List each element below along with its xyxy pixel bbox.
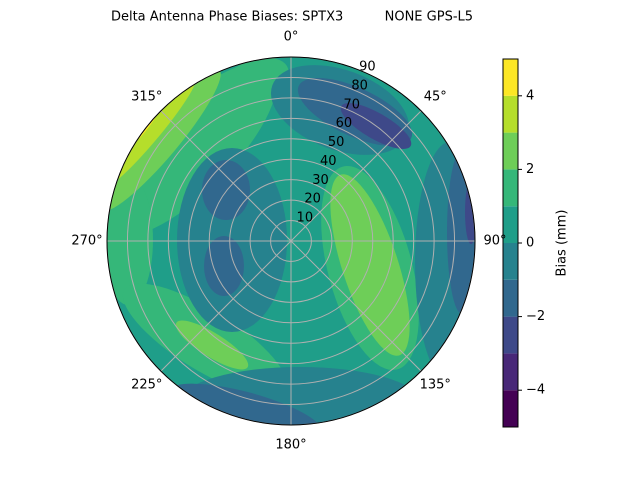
grid-spoke <box>290 110 422 242</box>
colorbar-tick-label: 2 <box>526 162 534 177</box>
r-tick-label: 40 <box>320 154 337 169</box>
contour-region <box>167 383 323 425</box>
colorbar-band <box>503 279 518 317</box>
contour-region <box>204 236 244 296</box>
colorbar: −4 −2 0 2 4 <box>502 58 545 428</box>
colorbar-band <box>503 353 518 391</box>
contour-region <box>107 63 277 237</box>
colorbar-band <box>503 132 518 170</box>
theta-tick-label: 225° <box>131 378 162 393</box>
r-tick-label: 20 <box>304 192 321 207</box>
colorbar-tick-label: −2 <box>526 309 545 324</box>
r-tick-label: 30 <box>312 173 329 188</box>
theta-tick-label: 0° <box>284 30 299 45</box>
theta-tick-label: 135° <box>420 378 451 393</box>
colorbar-band <box>503 390 518 427</box>
theta-tick-label: 270° <box>71 234 102 249</box>
r-tick-label: 60 <box>336 116 353 131</box>
colorbar-band <box>503 243 518 280</box>
colorbar-band <box>503 316 518 354</box>
contour-region <box>107 68 221 212</box>
theta-tick-label: 90° <box>483 234 506 249</box>
r-tick-label: 90 <box>359 60 376 75</box>
polar-frame <box>106 56 476 426</box>
colorbar-tick-label: 4 <box>526 88 534 103</box>
colorbar-band <box>503 95 518 133</box>
colorbar-tick-label: 0 <box>526 236 534 251</box>
contour-region <box>107 175 153 305</box>
colorbar-band <box>503 206 518 243</box>
r-tick-label: 50 <box>328 135 345 150</box>
polar-grid <box>106 56 476 426</box>
colorbar-band <box>503 169 518 207</box>
colorbar-tick-label: −4 <box>526 383 545 398</box>
contour-region <box>330 174 410 356</box>
colorbar-label: Bias (mm) <box>555 210 570 277</box>
r-tick-label: 80 <box>351 78 368 93</box>
theta-tick-label: 45° <box>424 89 447 104</box>
r-tick-label: 10 <box>297 211 314 226</box>
chart-title: Delta Antenna Phase Biases: SPTX3 NONE G… <box>111 10 473 25</box>
grid-spoke <box>290 240 422 372</box>
contour-region <box>107 79 196 187</box>
contour-region <box>175 320 249 370</box>
theta-tick-label: 315° <box>131 89 162 104</box>
grid-spoke <box>160 110 292 242</box>
r-tick-label: 70 <box>343 97 360 112</box>
grid-spoke <box>160 240 292 372</box>
theta-tick-label: 180° <box>275 438 306 453</box>
colorbar-band <box>503 59 518 96</box>
contour-region <box>202 160 250 220</box>
